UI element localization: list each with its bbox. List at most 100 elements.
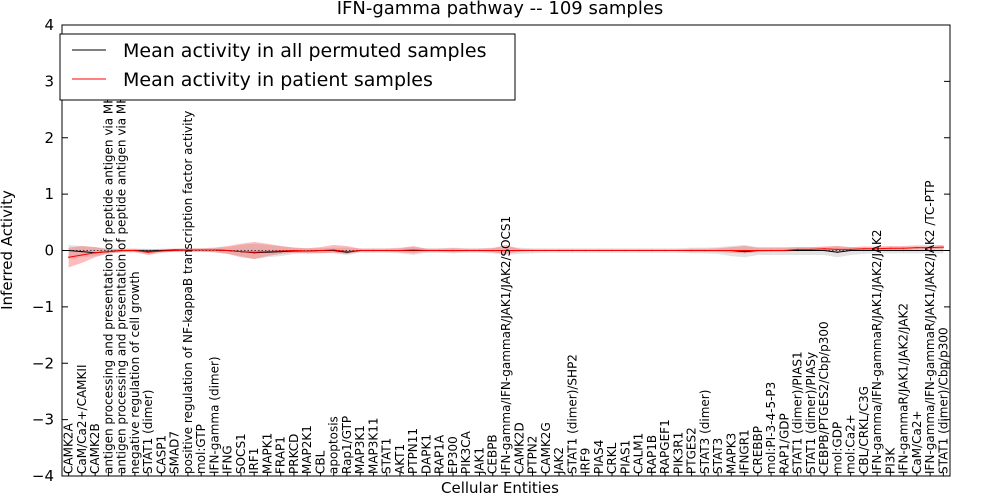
y-tick-label: 3 <box>44 72 54 90</box>
x-tick-label: antigen processing and presentation of p… <box>101 45 115 474</box>
y-tick-label: −1 <box>32 298 54 316</box>
data-point <box>571 249 573 252</box>
data-point <box>372 249 375 252</box>
data-point <box>584 249 587 252</box>
x-tick-label: MAP2K1 <box>300 425 314 474</box>
data-point <box>730 249 732 252</box>
x-tick-label: CREBBP <box>751 426 765 474</box>
data-point <box>916 247 918 249</box>
data-point <box>147 250 149 252</box>
data-point <box>903 247 905 249</box>
x-tick-label: PIK3CA <box>459 430 473 474</box>
x-tick-label: MAPK3 <box>724 433 738 474</box>
x-tick-label: apoptosis <box>327 416 341 474</box>
x-tick-label: PTGES2 <box>685 427 699 474</box>
data-point <box>545 249 547 252</box>
data-point <box>810 249 812 252</box>
data-point <box>147 251 149 253</box>
x-tick-label: PI3K <box>883 447 897 474</box>
data-point <box>876 249 878 252</box>
x-tick-label: STAT1 (dimer)/SHP2 <box>565 354 579 474</box>
legend-box <box>59 33 516 101</box>
data-point <box>770 249 772 252</box>
data-point <box>849 248 852 250</box>
data-point <box>677 249 679 252</box>
data-point <box>664 249 666 252</box>
data-point <box>651 249 653 252</box>
data-point <box>333 249 335 251</box>
data-point <box>399 249 401 252</box>
data-point <box>849 249 852 252</box>
data-point <box>174 249 176 252</box>
x-axis-label: Cellular Entities <box>441 479 559 497</box>
x-tick-label: CASP1 <box>154 435 168 474</box>
x-tick-label: PTPN11 <box>406 428 420 474</box>
x-tick-label: positive regulation of NF-kappaB transcr… <box>181 111 195 474</box>
x-tick-label: CEBPB <box>486 434 500 474</box>
x-tick-label: IFN-gamma (dimer) <box>207 356 221 474</box>
x-tick-label: IFN-gamma/IFN-gammaR/JAK1/JAK2/SOCS1 <box>499 216 513 474</box>
x-tick-label: PIK3R1 <box>671 432 685 474</box>
data-point <box>690 249 693 252</box>
data-point <box>200 249 202 251</box>
x-tick-label: antigen processing and presentation of p… <box>115 42 129 474</box>
x-tick-label: IFNG <box>221 445 235 474</box>
data-point <box>598 249 600 252</box>
data-point <box>306 250 308 252</box>
x-tick-label: AKT1 <box>393 444 407 474</box>
data-point <box>624 249 626 252</box>
data-point <box>107 251 109 253</box>
y-tick-label: 4 <box>44 16 54 34</box>
x-tick-label: JAK1 <box>473 447 487 475</box>
x-tick-label: CEBPB/PTGES2/Cbp/p300 <box>817 321 831 474</box>
x-tick-label: FRAP1 <box>274 436 288 474</box>
x-tick-label: IFNGR1 <box>738 429 752 474</box>
x-tick-label: MAP3K1 <box>353 425 367 474</box>
data-point <box>796 249 799 252</box>
data-point <box>81 251 83 253</box>
x-tick-label: STAT1 (dimer)/PIASy <box>804 352 818 474</box>
data-point <box>704 249 706 252</box>
data-point <box>253 251 255 253</box>
x-tick-label: STAT3 <box>711 438 725 474</box>
x-tick-label: STAT1 <box>380 438 394 474</box>
data-point <box>240 251 242 253</box>
data-point <box>346 251 348 253</box>
x-tick-label: STAT1 (dimer)/Cbp/p300 <box>936 327 950 474</box>
data-point <box>412 249 414 251</box>
x-tick-label: PTPN2 <box>526 436 540 474</box>
data-point <box>929 249 931 252</box>
data-point <box>425 249 428 252</box>
x-tick-label: CAMK2D <box>512 422 526 474</box>
x-tick-label: SMAD7 <box>168 431 182 474</box>
data-point <box>68 249 70 252</box>
x-tick-label: SOCS1 <box>234 433 248 474</box>
x-tick-label: CaM/Ca2+/CAMKII <box>75 365 89 474</box>
x-tick-label: mol:GTP <box>194 424 208 474</box>
x-tick-label: CALM1 <box>632 433 646 474</box>
data-point <box>452 249 454 252</box>
data-point <box>717 249 719 252</box>
x-tick-label: IRF1 <box>247 448 261 474</box>
data-point <box>810 248 812 250</box>
data-point <box>227 249 229 252</box>
data-point <box>903 249 905 252</box>
data-point <box>611 249 613 252</box>
x-tick-label: EP300 <box>446 436 460 474</box>
x-tick-label: RAP1/GDP <box>777 413 791 474</box>
data-point <box>160 250 163 252</box>
x-tick-label: Rap1/GTP <box>340 416 354 474</box>
data-point <box>187 249 189 251</box>
x-tick-label: mol:GDP <box>830 422 844 474</box>
x-tick-label: mol:Ca2+ <box>844 414 858 474</box>
x-tick-label: CAMK2B <box>88 423 102 474</box>
data-point <box>94 252 96 254</box>
data-point <box>743 249 746 252</box>
x-tick-label: CRKL <box>605 442 619 474</box>
x-tick-label: MAP3K11 <box>367 417 381 474</box>
x-tick-label: RAP1A <box>433 434 447 474</box>
band-patient <box>68 242 944 268</box>
plot-frame <box>61 24 951 477</box>
x-tick-label: JAK2 <box>552 447 566 475</box>
